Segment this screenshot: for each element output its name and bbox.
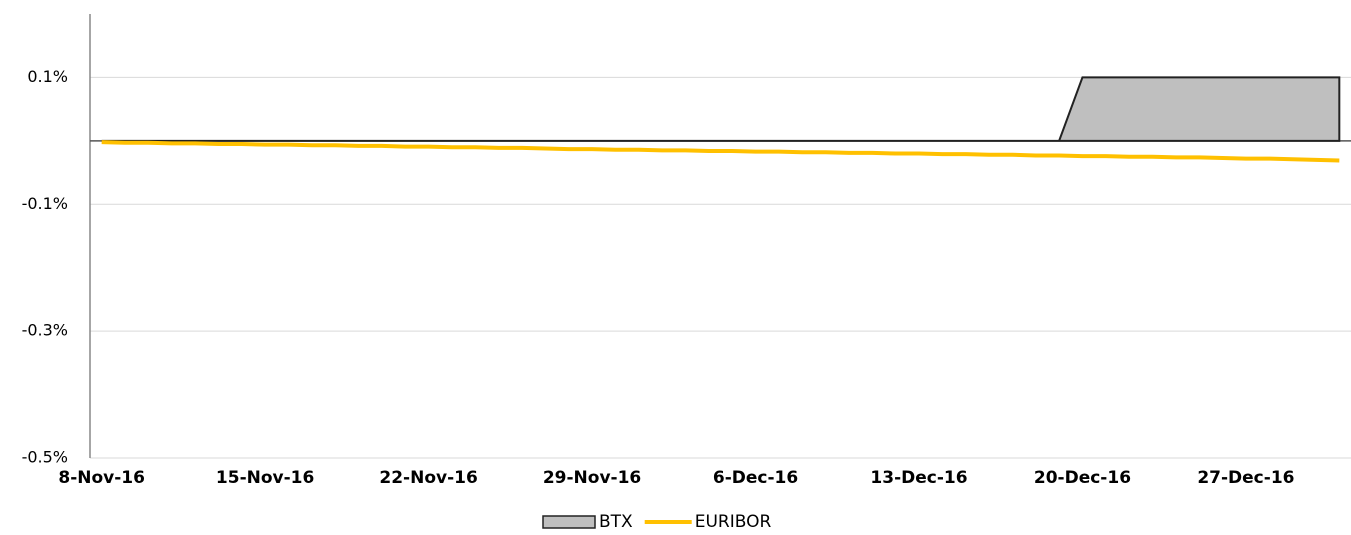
x-tick-label: 13-Dec-16 — [870, 468, 967, 488]
area — [101, 76, 1341, 142]
x-tick-label: 27-Dec-16 — [1197, 468, 1294, 488]
x-tick-label: 8-Nov-16 — [58, 468, 145, 488]
x-tick-label: 15-Nov-16 — [216, 468, 314, 488]
line — [101, 140, 1340, 163]
y-tick-label: -0.3% — [22, 321, 68, 340]
x-tick-label: 29-Nov-16 — [543, 468, 641, 488]
legend-label: BTX — [599, 512, 633, 532]
x-tick-label: 20-Dec-16 — [1034, 468, 1131, 488]
y-tick-label: -0.1% — [22, 194, 68, 213]
y-tick-label: 0.1% — [27, 67, 68, 86]
y-tick-label: -0.5% — [22, 448, 68, 467]
legend-swatch — [542, 515, 596, 529]
legend-label: EURIBOR — [695, 512, 772, 532]
x-tick-label: 22-Nov-16 — [379, 468, 477, 488]
x-tick-label: 6-Dec-16 — [713, 468, 798, 488]
